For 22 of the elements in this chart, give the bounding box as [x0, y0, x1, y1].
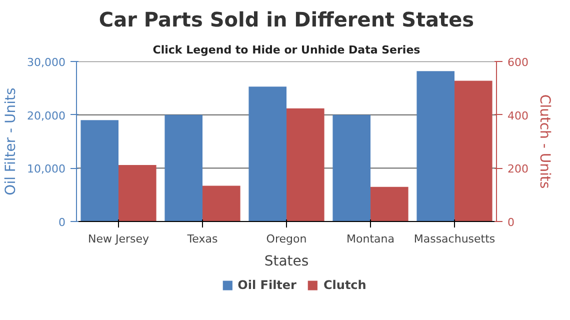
y-tick-label: 10,000 [27, 162, 66, 176]
y2-tick-label: 600 [508, 56, 528, 69]
legend-label: Oil Filter [238, 278, 296, 292]
y2-tick-label: 200 [508, 162, 528, 176]
x-axis-title: States [264, 254, 309, 270]
x-tick-label: Oregon [266, 232, 307, 246]
bar [332, 114, 370, 222]
x-tick-label: Massachusetts [414, 232, 496, 246]
x-tick-label: New Jersey [88, 232, 150, 246]
y-tick-label: 30,000 [27, 56, 66, 69]
y2-axis-title: Clutch - Units [536, 94, 552, 189]
legend-label: Clutch [323, 278, 366, 292]
y-axis-title: Oil Filter - Units [3, 88, 20, 196]
y2-tick-label: 0 [508, 216, 514, 229]
x-tick-label: Texas [186, 232, 218, 246]
x-tick-label: Montana [346, 232, 394, 246]
chart-subtitle: Click Legend to Hide or Unhide Data Series [152, 44, 421, 56]
chart-title: Car Parts Sold in Different States [98, 8, 474, 32]
y2-tick-label: 400 [508, 109, 528, 122]
y-tick-label: 0 [58, 216, 66, 229]
bar [164, 114, 202, 222]
y-tick-label: 20,000 [27, 109, 66, 122]
